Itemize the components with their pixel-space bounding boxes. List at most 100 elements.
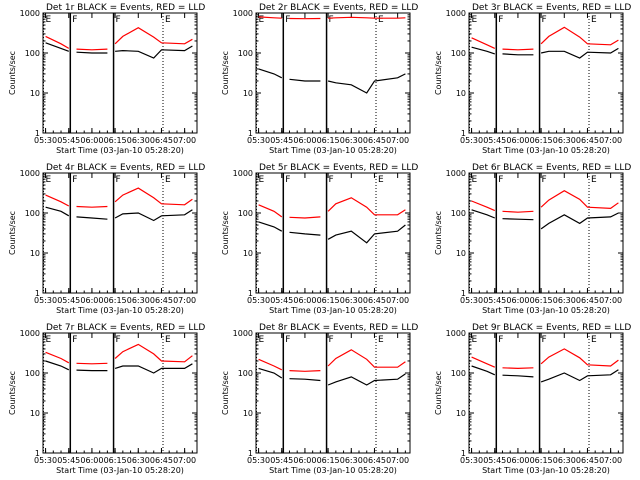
panel-title: Det 4r BLACK = Events, RED = LLD — [46, 163, 205, 173]
panel-title: Det 5r BLACK = Events, RED = LLD — [259, 163, 418, 173]
flag-label: F — [498, 175, 503, 185]
x-tick-label: 06:45 — [576, 136, 599, 145]
y-tick-label: 100 — [25, 209, 40, 218]
flag-label: E — [165, 175, 171, 185]
y-tick-label: 10 — [243, 409, 253, 418]
panel-det-3: Det 3r BLACK = Events, RED = LLD E F F E 1 10 1… — [434, 3, 631, 155]
x-tick-label: 05:30 — [247, 136, 270, 145]
plot-frame — [468, 332, 624, 454]
y-tick-label: 1000 — [446, 329, 466, 338]
y-tick-label: 10 — [243, 249, 253, 258]
flag-label: F — [329, 175, 334, 185]
plot-frame — [42, 332, 198, 454]
x-tick-label: 07:00 — [173, 136, 196, 145]
x-tick-label: 06:15 — [104, 456, 127, 465]
x-tick-label: 05:45 — [270, 136, 293, 145]
y-tick-label: 1000 — [233, 169, 253, 178]
x-tick-label: 06:15 — [104, 136, 127, 145]
y-tick-label: 100 — [25, 369, 40, 378]
flag-label: E — [259, 175, 265, 185]
y-tick-label: 100 — [238, 49, 253, 58]
y-axis-label: Counts/sec — [434, 371, 443, 415]
y-tick-label: 1 — [461, 449, 466, 458]
flag-label: E — [591, 335, 597, 345]
flag-label: F — [116, 175, 121, 185]
x-tick-label: 05:30 — [34, 136, 57, 145]
x-tick-label: 05:30 — [34, 296, 57, 305]
y-tick-label: 1000 — [446, 9, 466, 18]
y-tick-label: 10 — [456, 89, 466, 98]
y-tick-label: 1 — [248, 289, 253, 298]
flag-label: E — [46, 335, 52, 345]
y-tick-label: 1 — [35, 129, 40, 138]
flag-label: E — [378, 175, 384, 185]
y-tick-label: 1 — [248, 129, 253, 138]
x-tick-label: 05:45 — [483, 296, 506, 305]
y-tick-label: 1000 — [20, 329, 40, 338]
y-axis-label: Counts/sec — [8, 211, 17, 255]
x-tick-label: 07:00 — [386, 456, 409, 465]
x-tick-label: 06:15 — [317, 456, 340, 465]
y-axis-label: Counts/sec — [8, 51, 17, 95]
panel-det-5: Det 5r BLACK = Events, RED = LLD E F F E 1 10 1… — [221, 163, 418, 315]
x-tick-label: 06:45 — [363, 296, 386, 305]
series-line-events — [471, 365, 619, 383]
panel-det-2: Det 2r BLACK = Events, RED = LLD E F F E 1 10 1… — [221, 3, 418, 155]
x-tick-label: 06:00 — [80, 296, 103, 305]
x-tick-label: 06:00 — [506, 136, 529, 145]
x-tick-label: 05:45 — [483, 136, 506, 145]
flag-label: F — [116, 15, 121, 25]
series-line-events — [45, 206, 193, 222]
x-axis-label: Start Time (03-Jan-10 05:28:20) — [56, 306, 184, 315]
flag-label: E — [472, 15, 478, 25]
series-line-lld — [45, 343, 193, 365]
series-line-lld — [258, 197, 406, 219]
flag-label: E — [259, 15, 265, 25]
y-tick-label: 100 — [451, 209, 466, 218]
y-tick-label: 1 — [461, 289, 466, 298]
x-axis-label: Start Time (03-Jan-10 05:28:20) — [56, 146, 184, 155]
y-tick-label: 10 — [30, 249, 40, 258]
x-tick-label: 06:00 — [80, 456, 103, 465]
y-tick-label: 1000 — [20, 169, 40, 178]
flag-label: F — [498, 335, 503, 345]
series-line-lld — [258, 349, 406, 372]
x-tick-label: 05:30 — [247, 456, 270, 465]
flag-label: F — [285, 175, 290, 185]
x-tick-label: 06:45 — [150, 456, 173, 465]
series-line-events — [258, 221, 406, 244]
flag-label: F — [285, 335, 290, 345]
x-axis-label: Start Time (03-Jan-10 05:28:20) — [482, 146, 610, 155]
x-tick-label: 06:45 — [576, 456, 599, 465]
x-tick-label: 05:45 — [57, 296, 80, 305]
flag-label: F — [542, 175, 547, 185]
x-axis-label: Start Time (03-Jan-10 05:28:20) — [482, 306, 610, 315]
x-tick-label: 06:15 — [317, 136, 340, 145]
flag-label: F — [72, 175, 77, 185]
x-tick-label: 06:00 — [293, 456, 316, 465]
series-line-events — [471, 46, 619, 59]
panel-title: Det 6r BLACK = Events, RED = LLD — [472, 163, 631, 173]
x-tick-label: 06:15 — [104, 296, 127, 305]
x-tick-label: 06:30 — [553, 136, 576, 145]
y-axis-label: Counts/sec — [434, 211, 443, 255]
x-tick-label: 05:45 — [270, 456, 293, 465]
x-tick-label: 06:00 — [506, 296, 529, 305]
x-axis-label: Start Time (03-Jan-10 05:28:20) — [269, 146, 397, 155]
x-tick-label: 05:30 — [460, 456, 483, 465]
panel-det-4: Det 4r BLACK = Events, RED = LLD E F F E 1 10 1… — [8, 163, 205, 315]
x-tick-label: 06:45 — [150, 136, 173, 145]
y-tick-label: 1000 — [20, 9, 40, 18]
flag-label: E — [46, 175, 52, 185]
x-tick-label: 07:00 — [386, 296, 409, 305]
x-tick-label: 06:45 — [363, 456, 386, 465]
x-tick-label: 06:45 — [150, 296, 173, 305]
flag-label: F — [542, 335, 547, 345]
y-tick-label: 10 — [30, 89, 40, 98]
flag-label: F — [498, 15, 503, 25]
flag-label: F — [329, 15, 334, 25]
x-tick-label: 06:30 — [127, 456, 150, 465]
panel-det-1: Det 1r BLACK = Events, RED = LLD E F F E 1 10 1… — [8, 3, 205, 155]
flag-label: E — [165, 335, 171, 345]
x-axis-label: Start Time (03-Jan-10 05:28:20) — [482, 466, 610, 475]
